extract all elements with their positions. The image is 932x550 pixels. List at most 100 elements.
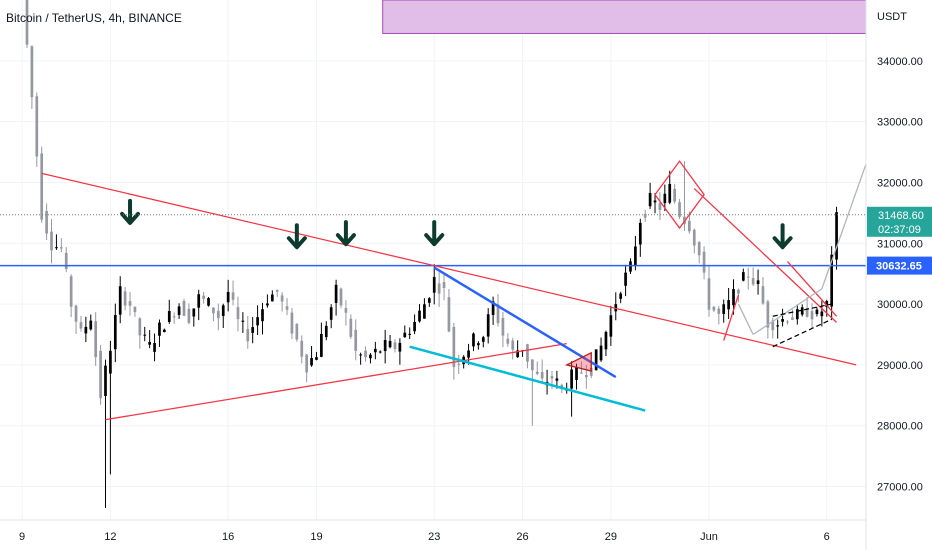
candle-body — [231, 292, 235, 300]
trend-line — [787, 261, 838, 317]
candle-body — [467, 350, 470, 358]
candle-body — [359, 354, 362, 356]
candle-body — [418, 310, 421, 322]
currency-label: USDT — [877, 11, 907, 23]
x-tick-label: Jun — [700, 531, 718, 543]
candle-body — [236, 307, 240, 320]
candle-body — [280, 295, 284, 302]
candle-body — [771, 320, 775, 331]
candles — [25, 0, 838, 508]
y-tick-label: 33000.00 — [877, 117, 923, 129]
candle-body — [172, 316, 176, 318]
last-price-value: 31468.60 — [878, 210, 924, 222]
candle-body — [634, 246, 637, 266]
candle-body — [531, 359, 534, 371]
pattern-shapes[interactable] — [564, 160, 705, 372]
resistance-zone — [382, 0, 867, 34]
y-tick-label: 30000.00 — [877, 299, 923, 311]
candle-body — [99, 350, 102, 399]
candle-body — [692, 229, 696, 246]
candle-body — [688, 220, 691, 232]
trend-line — [723, 294, 740, 341]
arrow-head — [772, 236, 793, 250]
candle-body — [251, 327, 255, 333]
down-arrows — [120, 198, 793, 250]
time-axis[interactable]: 9 12 16 19 23 26 29 Jun 6 — [0, 519, 866, 543]
candle-body — [167, 311, 171, 322]
down-arrow-icon — [772, 223, 793, 250]
candle-body — [369, 354, 372, 359]
x-tick-label: 16 — [222, 531, 234, 543]
candle-body — [266, 303, 269, 306]
dashed-line — [772, 318, 832, 348]
last-price-tag — [867, 206, 932, 237]
candle-body — [540, 371, 544, 379]
pattern-polygon — [654, 160, 705, 230]
arrow-head — [424, 233, 445, 247]
candle-body — [123, 291, 127, 306]
candle-body — [295, 324, 299, 340]
trend-lines[interactable] — [41, 163, 867, 421]
y-tick-label: 28000.00 — [877, 421, 923, 433]
candle-body — [506, 338, 510, 344]
candle-body — [138, 318, 142, 336]
candle-body — [45, 210, 48, 234]
candle-body — [427, 298, 431, 303]
candle-body — [182, 300, 186, 316]
support-price-tag — [867, 256, 932, 275]
trend-line — [105, 342, 567, 421]
candle-body — [746, 276, 750, 278]
candle-body — [339, 288, 343, 306]
candle-body — [320, 333, 323, 357]
candle-body — [761, 286, 765, 304]
candle-body — [663, 193, 667, 204]
candle-body — [825, 301, 829, 307]
trend-line — [409, 345, 646, 412]
candle-body — [192, 308, 196, 317]
candle-body — [202, 295, 205, 299]
candle-body — [55, 247, 58, 249]
candle-body — [756, 280, 760, 284]
candle-body — [40, 153, 44, 220]
candle-body — [79, 322, 83, 329]
candle-body — [113, 315, 117, 350]
candle-body — [177, 306, 181, 315]
candle-body — [702, 251, 706, 273]
candle-body — [707, 278, 711, 310]
candle-body — [678, 202, 681, 217]
candle-body — [673, 188, 676, 202]
candle-body — [275, 289, 279, 292]
candle-body — [584, 375, 588, 378]
candle-body — [599, 345, 603, 361]
candle-body — [334, 284, 338, 303]
candle-body — [256, 317, 259, 326]
candle-body — [457, 363, 461, 365]
trend-line — [821, 163, 867, 290]
candle-body — [25, 0, 29, 45]
resistance-zone-rect — [382, 0, 867, 34]
candle-body — [187, 308, 191, 323]
price-axis[interactable]: USDT 34000.00 33000.00 32000.00 31000.00 300… — [865, 0, 923, 550]
candle-body — [94, 321, 98, 358]
candle-body — [526, 344, 529, 362]
trend-line — [41, 172, 857, 366]
countdown-timer: 02:37:09 — [878, 224, 921, 236]
candle-body — [148, 342, 151, 345]
candle-body — [580, 372, 583, 374]
candle-body — [594, 349, 598, 371]
candle-body — [658, 203, 662, 211]
down-arrow-icon — [335, 220, 356, 247]
candle-body — [712, 306, 716, 311]
candle-body — [84, 326, 88, 334]
candle-body — [423, 304, 426, 319]
candle-body — [104, 365, 107, 396]
candle-body — [501, 318, 505, 336]
candle-body — [128, 301, 132, 306]
candle-body — [324, 325, 328, 338]
candle-body — [270, 294, 274, 302]
candle-body — [300, 340, 304, 357]
candle-body — [109, 350, 112, 374]
x-tick-label: 23 — [428, 531, 440, 543]
